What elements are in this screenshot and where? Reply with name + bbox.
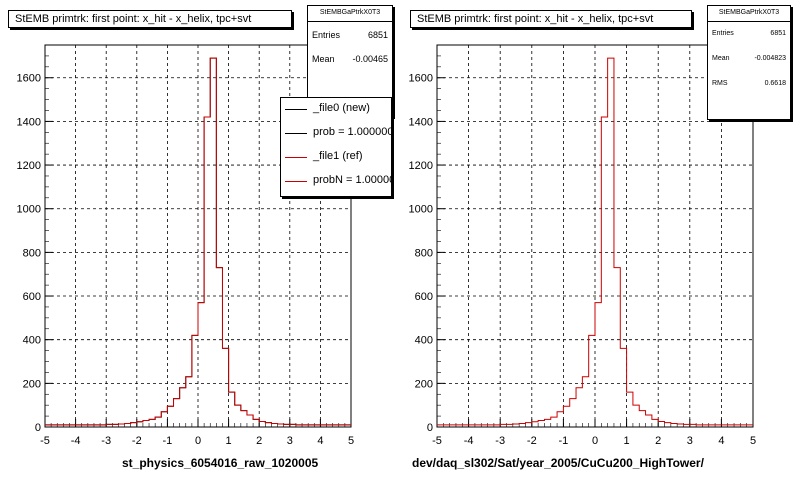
left-histogram-title: StEMB primtrk: first point: x_hit - x_he…	[8, 10, 292, 28]
left-y-tick-label: 600	[23, 291, 41, 303]
right-y-tick-label: 1000	[409, 204, 433, 216]
left-y-tick-label: 1600	[17, 73, 41, 85]
left-x-tick-label: -2	[132, 435, 142, 447]
right-stats-box: StEMBGaPtrkX0T3 Entries 6851 Mean -0.004…	[707, 5, 791, 120]
right-stats-entries-value: 6851	[770, 30, 786, 37]
right-y-tick-label: 1200	[409, 160, 433, 172]
right-x-tick-label: 5	[750, 435, 756, 447]
left-stats-mean-label: Mean	[312, 54, 335, 64]
right-stats-rms-label: RMS	[712, 80, 728, 87]
right-x-tick-label: -5	[432, 435, 442, 447]
right-y-tick-label: 1600	[409, 73, 433, 85]
left-x-tick-label: 0	[195, 435, 201, 447]
legend-line-file0	[285, 109, 307, 110]
right-x-tick-label: 2	[655, 435, 661, 447]
legend-label-probn: probN = 1.000000	[313, 174, 391, 186]
legend-entry-probn: probN = 1.000000	[281, 170, 391, 194]
left-stats-entries-row: Entries 6851	[308, 30, 392, 40]
right-stats-mean-value: -0.004823	[754, 55, 786, 62]
left-y-tick-label: 400	[23, 335, 41, 347]
legend-box: _file0 (new) prob = 1.000000 _file1 (ref…	[280, 97, 392, 197]
left-x-tick-label: 1	[226, 435, 232, 447]
right-stats-entries-row: Entries 6851	[708, 30, 790, 37]
legend-entry-file0: _file0 (new)	[281, 98, 391, 122]
legend-label-file1: _file1 (ref)	[313, 150, 363, 162]
left-x-tick-label: 3	[287, 435, 293, 447]
legend-line-probn	[285, 181, 307, 182]
left-y-tick-label: 200	[23, 378, 41, 390]
left-stats-mean-row: Mean -0.00465	[308, 54, 392, 64]
legend-label-file0: _file0 (new)	[313, 102, 370, 114]
right-y-tick-label: 0	[427, 422, 433, 434]
legend-label-prob: prob = 1.000000	[313, 126, 392, 138]
left-stats-entries-label: Entries	[312, 30, 341, 40]
left-stats-mean-value: -0.00465	[352, 54, 388, 64]
right-stats-mean-label: Mean	[712, 55, 730, 62]
left-x-tick-label: -5	[40, 435, 50, 447]
legend-line-file1	[285, 157, 307, 158]
left-x-axis-label: st_physics_6054016_raw_1020005	[122, 456, 319, 470]
right-y-tick-label: 600	[415, 291, 433, 303]
left-x-tick-label: 2	[256, 435, 262, 447]
left-x-tick-label: 4	[317, 435, 323, 447]
left-y-tick-label: 1400	[17, 116, 41, 128]
right-x-tick-label: 4	[718, 435, 724, 447]
legend-line-prob	[285, 133, 307, 134]
left-x-tick-label: -3	[101, 435, 111, 447]
legend-entry-file1: _file1 (ref)	[281, 146, 391, 170]
right-histogram-title: StEMB primtrk: first point: x_hit - x_he…	[410, 10, 692, 28]
right-stats-header: StEMBGaPtrkX0T3	[708, 6, 790, 22]
right-x-tick-label: 0	[592, 435, 598, 447]
right-stats-entries-label: Entries	[712, 30, 734, 37]
left-histogram-series-1	[45, 57, 351, 426]
right-x-axis-label: dev/daq_sl302/Sat/year_2005/CuCu200_High…	[412, 456, 704, 470]
right-x-tick-label: 1	[624, 435, 630, 447]
left-y-tick-label: 0	[35, 422, 41, 434]
right-stats-rms-value: 0.6618	[764, 80, 786, 87]
legend-entry-prob: prob = 1.000000	[281, 122, 391, 146]
left-y-tick-label: 800	[23, 247, 41, 259]
left-y-tick-label: 1000	[17, 204, 41, 216]
right-stats-rms-row: RMS 0.6618	[708, 80, 790, 87]
right-y-tick-label: 1400	[409, 116, 433, 128]
left-x-tick-label: -4	[71, 435, 81, 447]
right-x-tick-label: 3	[687, 435, 693, 447]
left-y-tick-label: 1200	[17, 160, 41, 172]
right-y-tick-label: 400	[415, 335, 433, 347]
right-x-tick-label: -2	[527, 435, 537, 447]
right-x-tick-label: -4	[464, 435, 474, 447]
right-histogram-series-0	[437, 57, 753, 426]
right-y-tick-label: 800	[415, 247, 433, 259]
left-stats-entries-value: 6851	[367, 30, 388, 40]
right-x-tick-label: -1	[559, 435, 569, 447]
left-x-tick-label: -1	[163, 435, 173, 447]
left-stats-header: StEMBGaPtrkX0T3	[308, 6, 392, 22]
right-y-tick-label: 200	[415, 378, 433, 390]
right-stats-mean-row: Mean -0.004823	[708, 55, 790, 62]
left-x-tick-label: 5	[348, 435, 354, 447]
right-x-tick-label: -3	[495, 435, 505, 447]
